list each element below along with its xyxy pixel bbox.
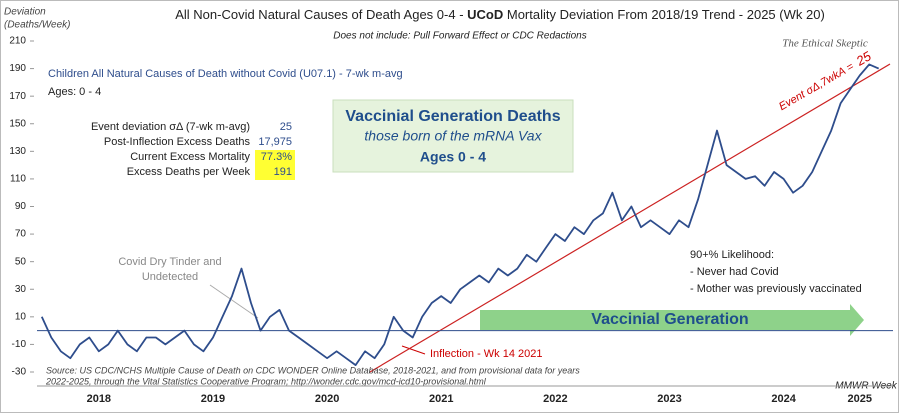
stat-label: Current Excess Mortality [130, 151, 250, 163]
annotation-pointer [401, 345, 426, 355]
series-label: Children All Natural Causes of Death wit… [48, 68, 403, 80]
annotation-pointer [209, 284, 259, 319]
y-axis-label: (Deaths/Week) [4, 20, 71, 31]
annotation: Covid Dry Tinder and [118, 256, 221, 268]
highlight [255, 165, 295, 180]
ages-label: Ages: 0 - 4 [48, 86, 101, 98]
y-tick-label: 210 [9, 36, 26, 47]
source: Source: US CDC/NCHS Multiple Cause of De… [46, 365, 580, 375]
y-tick-label: 50 [15, 256, 27, 267]
x-tick-label: 2024 [771, 393, 796, 405]
annotation: 90+% Likelihood: [690, 249, 774, 261]
x-tick-label: 2020 [315, 393, 339, 405]
watermark: The Ethical Skeptic [782, 38, 868, 50]
y-tick-label: -10 [12, 339, 27, 350]
x-tick-label: 2022 [543, 393, 567, 405]
y-tick-label: 130 [9, 146, 26, 157]
box-title: Vaccinial Generation Deaths [345, 108, 560, 125]
y-tick-label: 170 [9, 91, 26, 102]
arrow-label: Vaccinial Generation [591, 311, 748, 328]
annotation: - Mother was previously vaccinated [690, 283, 862, 295]
stat-label: Excess Deaths per Week [127, 166, 251, 178]
y-tick-label: 150 [9, 118, 26, 129]
y-tick-label: 190 [9, 63, 26, 74]
highlight [255, 150, 295, 165]
box-subtitle: those born of the mRNA Vax [364, 128, 542, 144]
annotation: Inflection - Wk 14 2021 [430, 348, 543, 360]
x-tick-label: 2018 [87, 393, 111, 405]
subtitle: Does not include: Pull Forward Effect or… [333, 31, 586, 42]
trend-line [369, 63, 891, 373]
stat-value: 77.3% [261, 151, 292, 163]
arrow [480, 304, 864, 336]
title-part: UCoD [467, 7, 503, 22]
data-line [40, 63, 880, 366]
y-tick-label: -30 [12, 367, 27, 378]
chart-title: All Non-Covid Natural Causes of Death Ag… [175, 7, 825, 22]
x-tick-label: 2019 [201, 393, 225, 405]
x-tick-label: 2023 [657, 393, 681, 405]
title-part: Mortality Deviation From 2018/19 Trend -… [503, 7, 825, 22]
stat-value: 25 [280, 121, 292, 133]
stat-label: Event deviation σΔ (7-wk m-avg) [91, 121, 250, 133]
y-axis-label: Deviation [4, 7, 46, 18]
x-tick-label: 2025 [847, 393, 871, 405]
stat-value: 191 [274, 166, 292, 178]
annotation: - Never had Covid [690, 266, 779, 278]
stat-label: Post-Inflection Excess Deaths [104, 136, 251, 148]
y-tick-label: 110 [10, 174, 26, 185]
x-tick-label: 2021 [429, 393, 453, 405]
callout-box [332, 99, 574, 173]
title-part: All Non-Covid Natural Causes of Death Ag… [175, 7, 467, 22]
source: 2022-2025, through the Vital Statistics … [45, 376, 487, 386]
y-tick-label: 70 [15, 229, 27, 240]
y-tick-label: 30 [15, 284, 27, 295]
box-ages: Ages 0 - 4 [420, 149, 486, 165]
y-tick-label: 10 [15, 311, 27, 322]
annotation: Undetected [142, 271, 198, 283]
y-tick-label: 90 [15, 201, 27, 212]
stat-value: 17,975 [258, 136, 292, 148]
